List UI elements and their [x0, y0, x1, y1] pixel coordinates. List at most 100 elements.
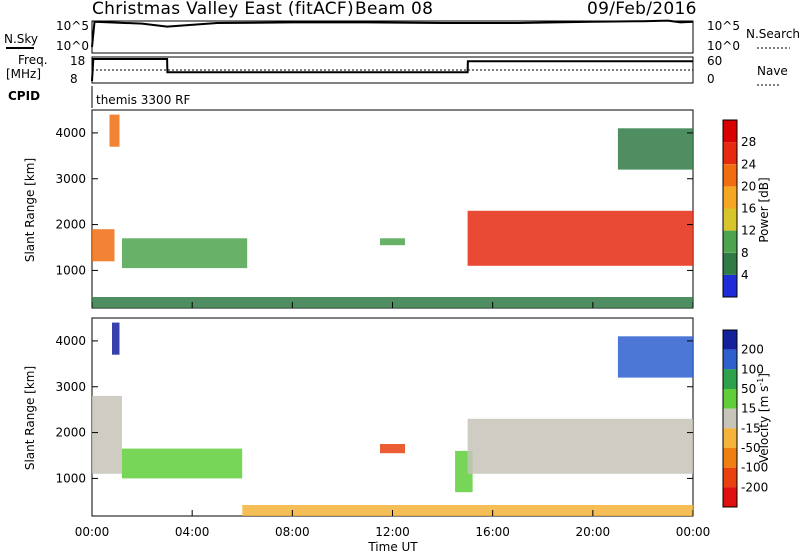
velocity-colorbar-tick-6: -100	[741, 461, 768, 475]
velocity-panel-frame	[91, 317, 694, 517]
velocity-colorbar-tick-1: 100	[741, 362, 764, 376]
power-colorbar-tick-6: 28	[741, 135, 756, 149]
velocity-colorbar-swatch-8	[723, 487, 737, 507]
power-colorbar-swatch-4	[723, 186, 737, 209]
freq-tick-top: 18	[70, 54, 85, 68]
velocity-colorbar-swatch-0	[723, 330, 737, 350]
nsky-line	[91, 19, 694, 48]
power-colorbar-tick-3: 16	[741, 202, 756, 216]
velocity-colorbar-swatch-3	[723, 389, 737, 409]
ytick-label-0: 1000	[55, 471, 86, 485]
velocity-colorbar-tick-0: 200	[741, 343, 764, 357]
velocity-heatmap	[92, 322, 694, 516]
nsearch-tick-top: 10^5	[707, 19, 740, 33]
cpid-value: themis 3300 RF	[96, 93, 190, 107]
xtick-label-3: 12:00	[375, 525, 410, 539]
velocity-colorbar-swatch-5	[723, 428, 737, 448]
power-colorbar: 4 8 12 16 20 24 28	[722, 119, 756, 298]
velocity-label-main: Velocity [m s	[757, 386, 771, 463]
heatmap-region-1	[112, 322, 120, 355]
power-colorbar-swatch-0	[723, 274, 737, 297]
power-colorbar-tick-1: 8	[741, 246, 749, 260]
ytick-label-3: 4000	[55, 126, 86, 140]
nsky-series	[91, 19, 694, 48]
heatmap-region-1	[109, 114, 120, 147]
nave-tick-bottom: 0	[707, 72, 715, 86]
freq-series	[91, 58, 693, 82]
velocity-ylabel: Slant Range [km]	[23, 366, 37, 470]
velocity-colorbar-swatch-6	[723, 448, 737, 468]
power-colorbar-tick-5: 24	[741, 157, 756, 171]
ytick-label-2: 3000	[55, 380, 86, 394]
xtick-label-4: 16:00	[475, 525, 510, 539]
power-panel-frame	[91, 109, 694, 309]
nsky-label: N.Sky	[4, 32, 38, 46]
heatmap-region-5	[467, 418, 693, 474]
nave-label: Nave	[757, 64, 788, 78]
nsky-tick-top: 10^5	[56, 19, 89, 33]
beam-label: Beam 08	[355, 0, 433, 19]
velocity-colorbar-swatch-7	[723, 467, 737, 488]
ytick-label-1: 2000	[55, 218, 86, 232]
power-colorbar-swatch-7	[723, 120, 737, 143]
xtick-label-0: 00:00	[75, 525, 110, 539]
freq-label: Freq.	[18, 53, 48, 67]
heatmap-region-6	[617, 336, 693, 378]
nsearch-label: N.Search	[746, 27, 800, 41]
heatmap-region-6	[617, 128, 693, 170]
velocity-colorbar-tick-4: -15	[741, 421, 761, 435]
power-colorbar-label: Power [dB]	[757, 177, 771, 242]
velocity-label-close: ]	[757, 373, 771, 378]
freq-unit: [MHz]	[6, 67, 41, 81]
heatmap-region-4	[380, 238, 405, 246]
nsky-tick-bottom: 10^0	[56, 39, 89, 53]
velocity-label-sup: -1	[756, 378, 765, 386]
power-colorbar-swatch-1	[723, 252, 737, 275]
freq-tick-bottom: 8	[70, 72, 78, 86]
velocity-colorbar-swatch-2	[723, 369, 737, 389]
power-colorbar-tick-2: 12	[741, 224, 756, 238]
heatmap-region-3	[380, 444, 405, 454]
power-y-axis: 1000 2000 3000 4000	[55, 126, 693, 277]
heatmap-region-0	[92, 229, 115, 262]
ytick-label-3: 4000	[55, 334, 86, 348]
velocity-colorbar: 200 100 50 15 -15 -50 -100 -200	[722, 329, 768, 508]
velocity-colorbar-label: Velocity [m s-1]	[756, 373, 771, 463]
power-ylabel: Slant Range [km]	[23, 158, 37, 262]
power-colorbar-tick-0: 4	[741, 268, 749, 282]
xtick-label-6: 00:00	[676, 525, 711, 539]
xtick-label-2: 08:00	[275, 525, 310, 539]
time-x-axis: 00:00 04:00 08:00 12:00 16:00 20:00 00:00	[75, 302, 711, 539]
freq-line	[91, 58, 693, 82]
ytick-label-2: 3000	[55, 172, 86, 186]
heatmap-region-5	[467, 210, 693, 266]
xtick-label-5: 20:00	[576, 525, 611, 539]
velocity-y-axis: 1000 2000 3000 4000	[55, 334, 693, 485]
velocity-colorbar-tick-7: -200	[741, 480, 768, 494]
heatmap-region-7	[242, 505, 694, 516]
xtick-label-1: 04:00	[175, 525, 210, 539]
nsearch-tick-bottom: 10^0	[707, 39, 740, 53]
ytick-label-0: 1000	[55, 263, 86, 277]
plot-date: 09/Feb/2016	[587, 0, 697, 19]
velocity-colorbar-tick-3: 15	[741, 402, 756, 416]
cpid-label: CPID	[8, 89, 40, 103]
power-colorbar-frame	[722, 119, 738, 298]
velocity-colorbar-tick-2: 50	[741, 382, 756, 396]
heatmap-region-2	[122, 238, 248, 269]
velocity-colorbar-frame	[722, 329, 738, 508]
heatmap-region-2	[122, 448, 243, 479]
nave-tick-top: 60	[707, 54, 722, 68]
plot-title: Christmas Valley East (fitACF)	[92, 0, 354, 19]
velocity-colorbar-swatch-4	[723, 408, 737, 429]
ytick-label-1: 2000	[55, 426, 86, 440]
power-colorbar-swatch-5	[723, 164, 737, 187]
xlabel: Time UT	[367, 540, 418, 554]
velocity-colorbar-tick-5: -50	[741, 441, 761, 455]
power-colorbar-swatch-6	[723, 142, 737, 165]
power-colorbar-tick-4: 20	[741, 179, 756, 193]
power-colorbar-swatch-3	[723, 208, 737, 231]
velocity-colorbar-swatch-1	[723, 349, 737, 370]
